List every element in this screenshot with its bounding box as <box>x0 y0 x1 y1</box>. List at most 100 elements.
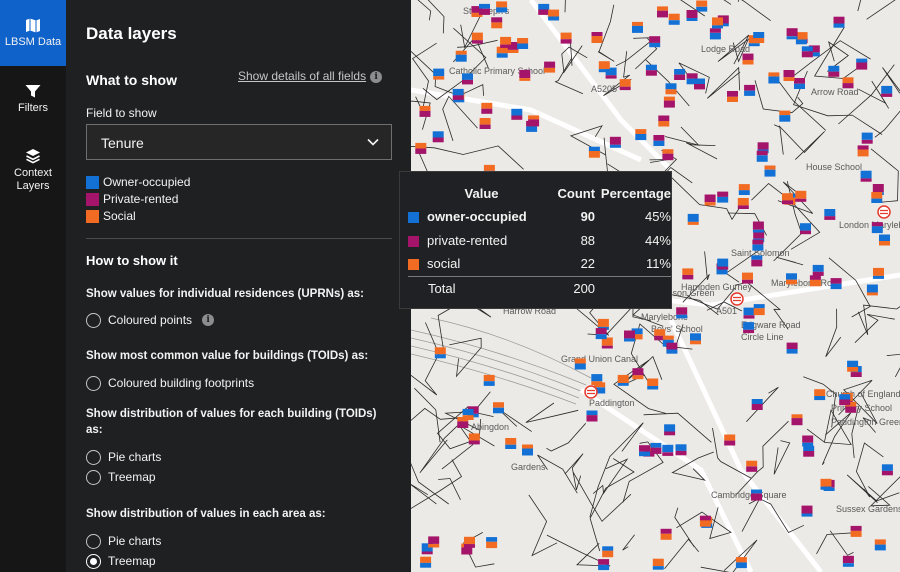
header-count: Count <box>557 185 596 201</box>
area-boundary <box>706 66 741 99</box>
treemap-marker <box>666 342 678 354</box>
area-boundary <box>862 417 876 433</box>
info-icon[interactable]: i <box>370 70 383 83</box>
treemap-marker <box>660 528 672 540</box>
area-boundary <box>746 386 779 422</box>
treemap-marker <box>791 414 803 426</box>
rail-station-icon <box>584 385 598 399</box>
tooltip-table: Value Count Percentage owner-occupied 90… <box>408 182 671 300</box>
legend-item-owner-occupied: Owner-occupied <box>86 175 190 189</box>
rail-station-icon <box>877 205 891 219</box>
treemap-marker <box>709 28 721 40</box>
area-boundary <box>417 0 432 21</box>
radio-building-footprints[interactable]: Coloured building footprints <box>86 375 254 391</box>
treemap-marker <box>544 61 556 73</box>
area-boundary <box>857 304 900 336</box>
area-boundary <box>825 308 842 358</box>
area-boundary <box>855 442 884 498</box>
tooltip-row: private-rented 88 44% <box>408 228 671 252</box>
treemap-marker <box>687 213 699 225</box>
area-boundary <box>682 251 710 303</box>
map-label: Lodge Road <box>701 44 750 54</box>
area-boundary <box>592 458 629 495</box>
area-boundary <box>874 67 900 138</box>
area-boundary <box>793 70 883 135</box>
treemap-marker <box>662 149 674 161</box>
rail-item-lbsm-data[interactable]: LBSM Data <box>0 0 66 66</box>
treemap-marker <box>881 85 893 97</box>
treemap-marker <box>845 401 857 413</box>
area-boundary <box>741 497 761 532</box>
treemap-marker <box>609 136 621 148</box>
area-treemaps <box>415 0 893 571</box>
treemap-marker <box>809 275 821 287</box>
radio-circle[interactable] <box>86 449 101 465</box>
area-boundary <box>774 124 784 155</box>
field-select[interactable]: Tenure <box>86 124 392 160</box>
radio-circle[interactable] <box>86 533 101 549</box>
radio-area-pie-charts[interactable]: Pie charts <box>86 533 161 549</box>
area-boundary <box>773 440 791 475</box>
treemap-marker <box>768 72 780 84</box>
treemap-marker <box>676 307 688 319</box>
treemap-marker <box>654 329 666 341</box>
treemap-marker <box>433 68 445 80</box>
map-icon <box>26 18 40 32</box>
radio-coloured-points[interactable]: Coloured points i <box>86 312 215 328</box>
treemap-marker <box>462 73 473 85</box>
area-boundary <box>436 406 482 450</box>
area-boundary <box>419 415 469 474</box>
radio-toid-pie-charts[interactable]: Pie charts <box>86 449 161 465</box>
map-view[interactable]: St Joseph's Catholic Primary School Lodge … <box>411 0 900 572</box>
treemap-marker <box>803 445 815 457</box>
legend-item-private-rented: Private-rented <box>86 192 178 206</box>
treemap-marker <box>727 91 738 102</box>
tooltip-value: social <box>427 256 461 272</box>
treemap-marker <box>519 69 531 81</box>
treemap-marker <box>717 191 729 203</box>
area-boundary <box>838 379 878 424</box>
map-label: Lisson Green <box>661 288 715 298</box>
treemap-marker <box>828 65 840 77</box>
treemap-marker <box>486 537 498 549</box>
treemap-marker <box>800 223 811 235</box>
info-icon[interactable]: i <box>202 314 215 326</box>
treemap-marker <box>699 515 711 527</box>
rail-item-context-layers[interactable]: Context Layers <box>0 148 66 193</box>
radio-circle[interactable] <box>86 375 101 391</box>
treemap-marker <box>752 221 764 233</box>
treemap-marker <box>742 53 754 65</box>
radio-area-treemap[interactable]: Treemap <box>86 553 156 569</box>
treemap-marker <box>598 559 610 571</box>
area-boundary <box>857 0 862 12</box>
area-boundary <box>846 474 900 503</box>
area-boundary <box>589 422 644 518</box>
treemap-marker <box>647 378 659 390</box>
radio-circle[interactable] <box>86 469 101 485</box>
area-boundary <box>773 75 827 131</box>
treemap-marker <box>605 67 617 79</box>
tooltip-row: owner-occupied 90 45% <box>408 204 671 228</box>
treemap-marker <box>511 108 523 120</box>
area-boundary <box>546 423 586 452</box>
rail-station-icon <box>730 292 744 306</box>
show-details-link[interactable]: Show details of all fields i <box>238 69 383 83</box>
rail-item-label: Context Layers <box>14 167 52 192</box>
rail-item-filters[interactable]: Filters <box>0 84 66 115</box>
treemap-marker <box>746 460 758 472</box>
treemap-marker <box>639 445 650 457</box>
treemap-marker <box>432 131 444 143</box>
map-label: Church of England <box>826 389 900 399</box>
layers-icon <box>26 149 40 164</box>
radio-circle-selected[interactable] <box>86 553 101 569</box>
treemap-marker <box>801 46 813 58</box>
radio-toid-treemap[interactable]: Treemap <box>86 469 156 485</box>
radio-circle[interactable] <box>86 312 101 328</box>
treemap-marker <box>873 267 884 279</box>
treemap-marker <box>507 42 519 53</box>
area-boundary <box>412 42 437 113</box>
treemap-marker <box>743 322 755 334</box>
area-boundary <box>597 4 615 62</box>
treemap-marker <box>782 193 793 205</box>
map-label: House School <box>806 162 862 172</box>
